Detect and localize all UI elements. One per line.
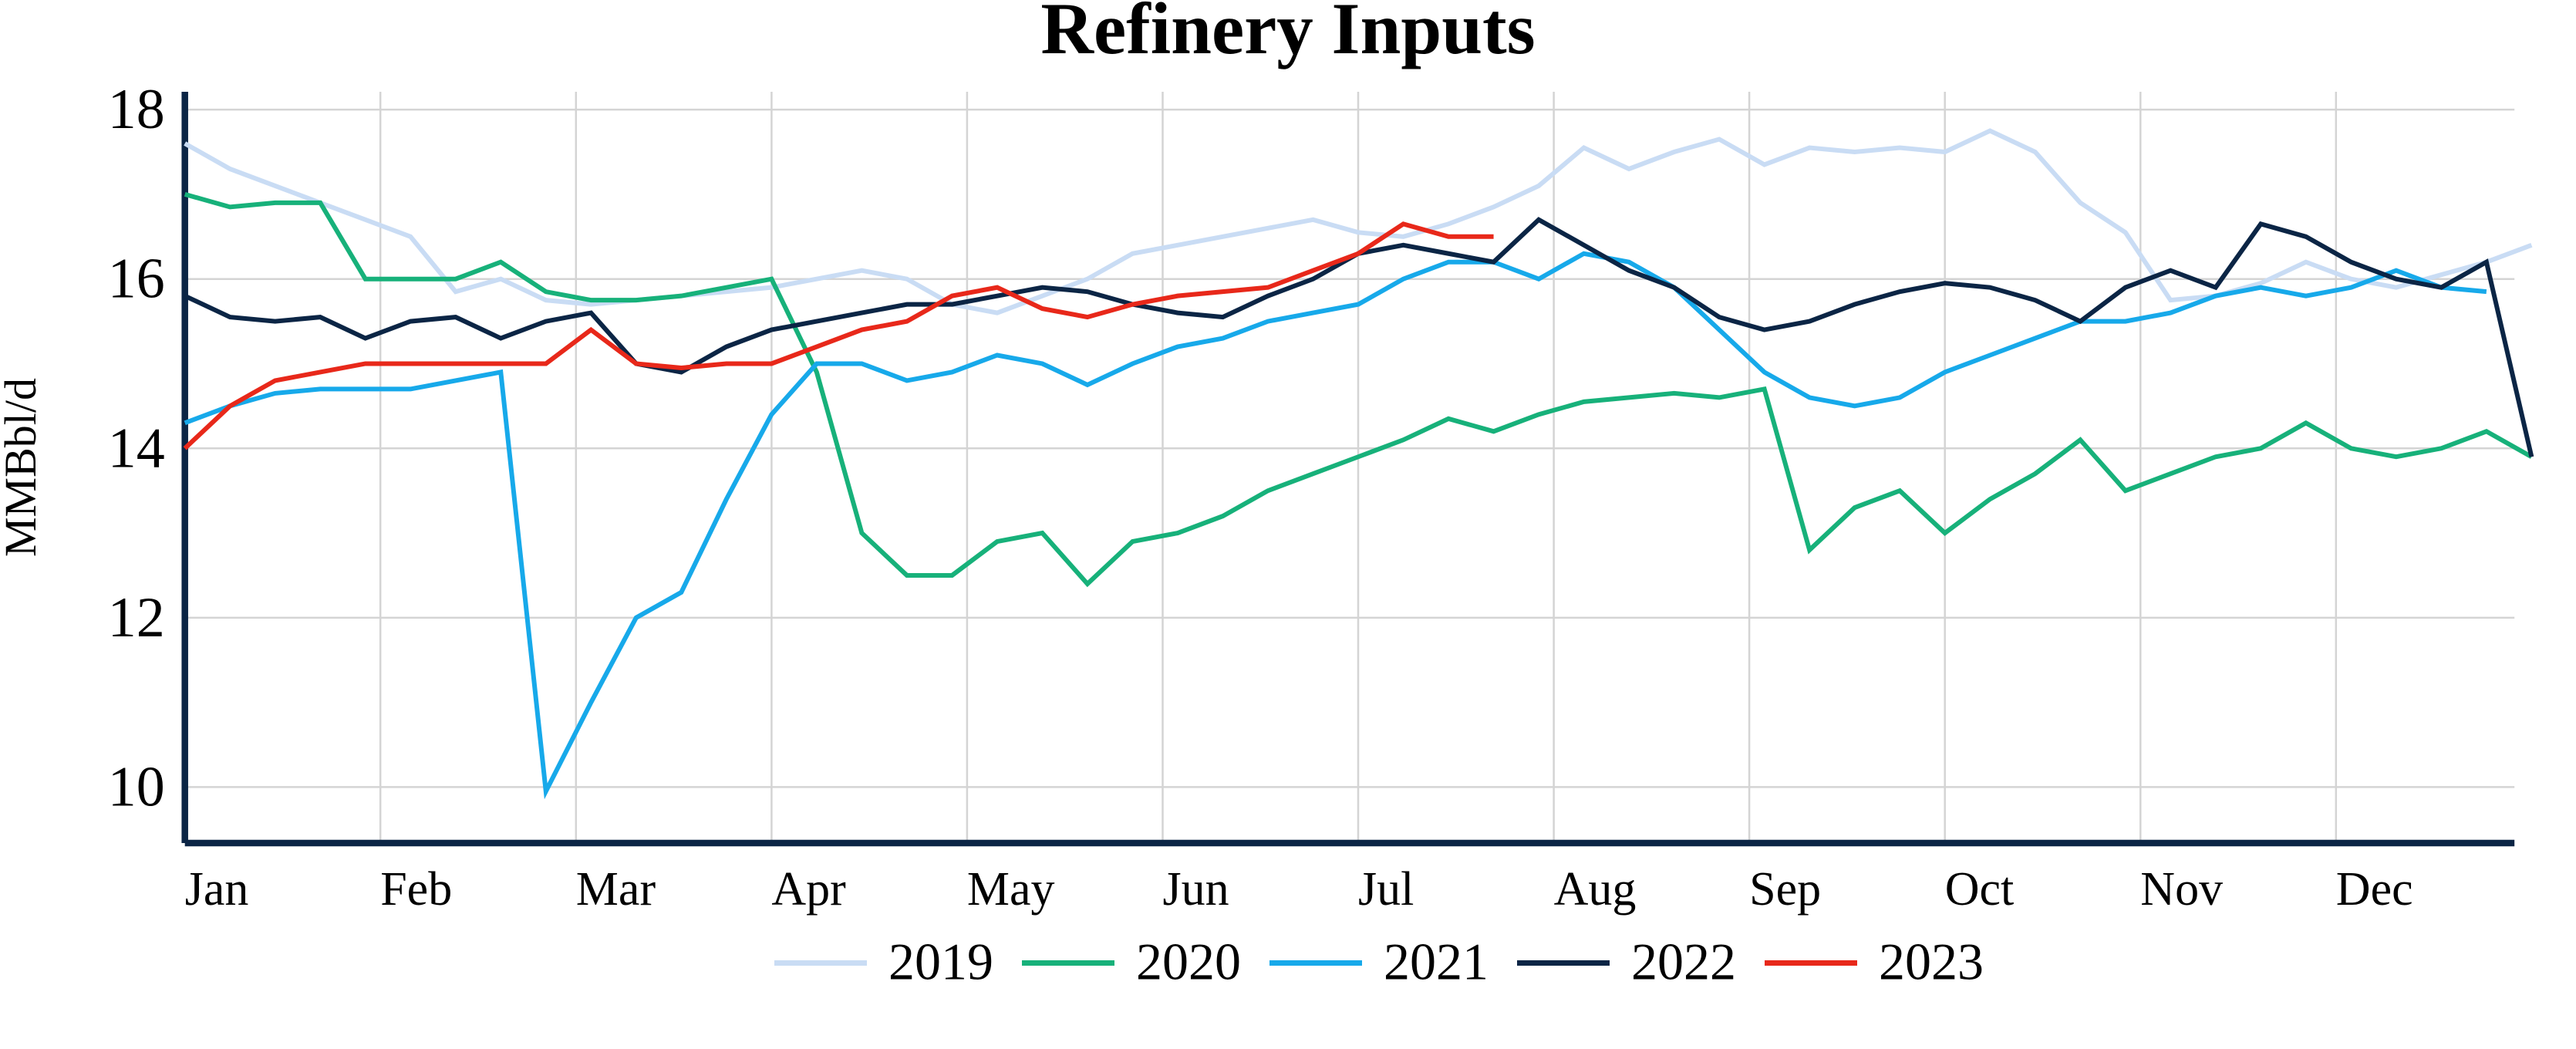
svg-text:Mar: Mar bbox=[576, 863, 656, 916]
svg-text:12: 12 bbox=[108, 586, 165, 649]
svg-text:MMBbl/d: MMBbl/d bbox=[0, 378, 46, 557]
svg-text:2023: 2023 bbox=[1879, 933, 1984, 991]
svg-text:Oct: Oct bbox=[1945, 863, 2015, 916]
svg-text:Feb: Feb bbox=[380, 863, 452, 916]
svg-text:16: 16 bbox=[108, 248, 165, 311]
svg-text:2021: 2021 bbox=[1384, 933, 1489, 991]
svg-text:2022: 2022 bbox=[1631, 933, 1736, 991]
svg-text:Apr: Apr bbox=[771, 863, 846, 916]
svg-text:Jul: Jul bbox=[1358, 863, 1414, 916]
svg-text:Jun: Jun bbox=[1163, 863, 1229, 916]
svg-text:Jan: Jan bbox=[185, 863, 249, 916]
svg-text:10: 10 bbox=[108, 755, 165, 818]
svg-text:Nov: Nov bbox=[2140, 863, 2223, 916]
svg-text:14: 14 bbox=[108, 417, 165, 480]
svg-text:Aug: Aug bbox=[1554, 863, 1637, 916]
svg-text:May: May bbox=[967, 863, 1055, 916]
svg-text:2020: 2020 bbox=[1136, 933, 1241, 991]
svg-text:Sep: Sep bbox=[1749, 863, 1821, 916]
svg-text:2019: 2019 bbox=[888, 933, 993, 991]
svg-text:Dec: Dec bbox=[2336, 863, 2413, 916]
svg-text:18: 18 bbox=[108, 78, 165, 141]
